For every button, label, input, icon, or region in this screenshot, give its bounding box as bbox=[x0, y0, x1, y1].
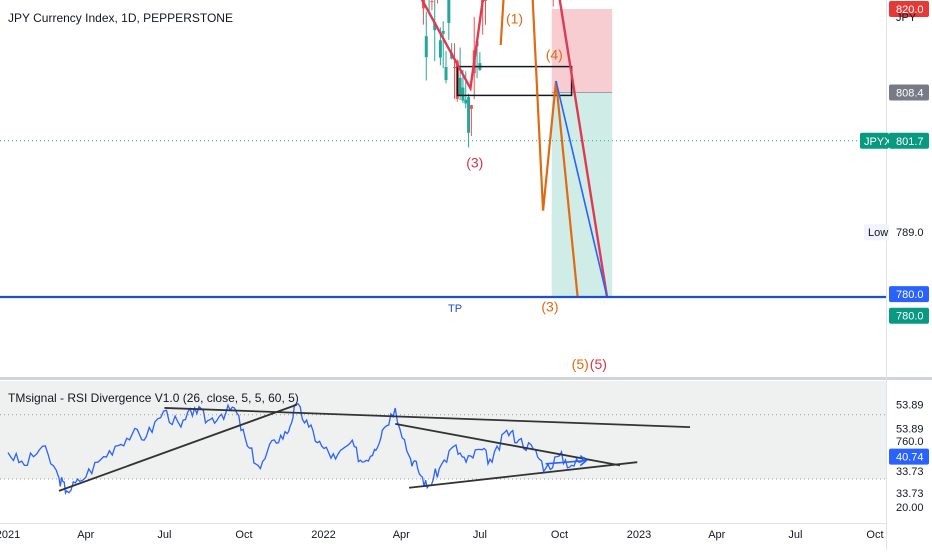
price-badge-text: 780.0 bbox=[896, 311, 924, 323]
time-tick-label: Apr bbox=[393, 529, 410, 541]
time-tick-label: 2022 bbox=[311, 529, 335, 541]
price-tick-label: 760.0 bbox=[896, 436, 924, 448]
price-badge-bg bbox=[889, 307, 929, 324]
time-tick-label: 2021 bbox=[0, 529, 20, 541]
wave-label: (5) bbox=[590, 356, 607, 372]
rsi-line bbox=[7, 402, 587, 496]
candle-body bbox=[441, 30, 445, 34]
price-badge[interactable]: 780.0 bbox=[889, 286, 929, 303]
candle-body bbox=[430, 1, 434, 3]
wave-label: (4) bbox=[546, 46, 563, 62]
rsi-trendline[interactable] bbox=[408, 461, 638, 489]
time-tick-label: Oct bbox=[866, 529, 883, 541]
time-tick-label: Jul bbox=[473, 529, 487, 541]
blue-projection-line bbox=[555, 80, 608, 298]
time-tick-label: Apr bbox=[77, 529, 94, 541]
candle-body bbox=[469, 105, 473, 109]
wave-label: (5) bbox=[572, 356, 589, 372]
indicator-title: TMsignal - RSI Divergence V1.0 (26, clos… bbox=[8, 391, 299, 405]
rsi-tick-label: 33.73 bbox=[896, 466, 924, 478]
time-tick-label: Oct bbox=[235, 529, 252, 541]
time-tick-label: Jul bbox=[788, 529, 802, 541]
candle-body bbox=[467, 96, 471, 133]
price-badge[interactable]: 820.0 bbox=[889, 1, 929, 17]
price-badge-bg bbox=[864, 224, 889, 241]
rsi-tick-label: 20.00 bbox=[896, 502, 924, 514]
candle-body bbox=[444, 67, 448, 81]
rsi-value-badge-bg bbox=[889, 448, 929, 465]
candle-body bbox=[452, 67, 456, 69]
wave-label: (3) bbox=[466, 154, 483, 170]
stop-loss-zone bbox=[551, 9, 613, 93]
price-axis-unit: JPY bbox=[896, 12, 917, 24]
rsi-arrow-head bbox=[579, 454, 588, 467]
price-badge-bg bbox=[889, 286, 929, 303]
price-badge[interactable]: 801.7 bbox=[889, 132, 929, 149]
rsi-value-badge[interactable]: 40.74 bbox=[889, 448, 929, 465]
price-badge-text: 789.0 bbox=[896, 227, 924, 239]
price-badge[interactable]: 780.0 bbox=[889, 307, 929, 324]
candle-body bbox=[484, 0, 488, 1]
time-tick-label: Oct bbox=[551, 529, 568, 541]
candle-body bbox=[438, 40, 442, 58]
rsi-arrow-shaft bbox=[545, 459, 587, 465]
price-badge-bg bbox=[889, 84, 929, 101]
candle-body bbox=[461, 87, 465, 101]
wave-label: (3) bbox=[541, 298, 558, 314]
rsi-trendline[interactable] bbox=[58, 403, 298, 492]
price-badge-text: 801.7 bbox=[896, 136, 924, 148]
sub-wave-line bbox=[499, 0, 545, 211]
rsi-tick-label: 53.89 bbox=[896, 424, 924, 436]
wave-label: (1) bbox=[506, 10, 523, 26]
time-tick-label: Apr bbox=[708, 529, 725, 541]
price-badge-bg bbox=[860, 132, 889, 149]
rsi-tick-label: 33.73 bbox=[896, 488, 924, 500]
price-badge-bg bbox=[889, 132, 929, 149]
candle-body bbox=[433, 22, 437, 31]
price-badge[interactable]: JPYX bbox=[860, 132, 892, 149]
tp-label: TP bbox=[448, 303, 462, 315]
time-tick-label: 2023 bbox=[627, 529, 651, 541]
price-badge-text: 820.0 bbox=[896, 4, 924, 16]
candle-body bbox=[464, 99, 468, 104]
price-badge-bg bbox=[889, 1, 929, 17]
price-badge-text: JPYX bbox=[864, 136, 892, 148]
price-badge-text: 808.4 bbox=[896, 88, 924, 100]
price-badge-text: Low bbox=[868, 227, 888, 239]
candle-body bbox=[424, 36, 428, 58]
rsi-tick-label: 53.89 bbox=[896, 400, 924, 412]
rsi-value-badge-text: 40.74 bbox=[896, 452, 924, 464]
time-tick-label: Jul bbox=[157, 529, 171, 541]
candle-body bbox=[458, 77, 462, 95]
price-badge-text: 780.0 bbox=[896, 289, 924, 301]
chart-title: JPY Currency Index, 1D, PEPPERSTONE bbox=[8, 11, 233, 25]
rsi-trendline[interactable] bbox=[164, 407, 691, 428]
price-badge[interactable]: 808.4 bbox=[889, 84, 929, 101]
price-wave-line bbox=[420, 0, 609, 298]
price-badge[interactable]: 789.0 bbox=[896, 227, 924, 239]
candle-body bbox=[447, 0, 451, 23]
price-badge[interactable]: Low bbox=[864, 224, 889, 241]
